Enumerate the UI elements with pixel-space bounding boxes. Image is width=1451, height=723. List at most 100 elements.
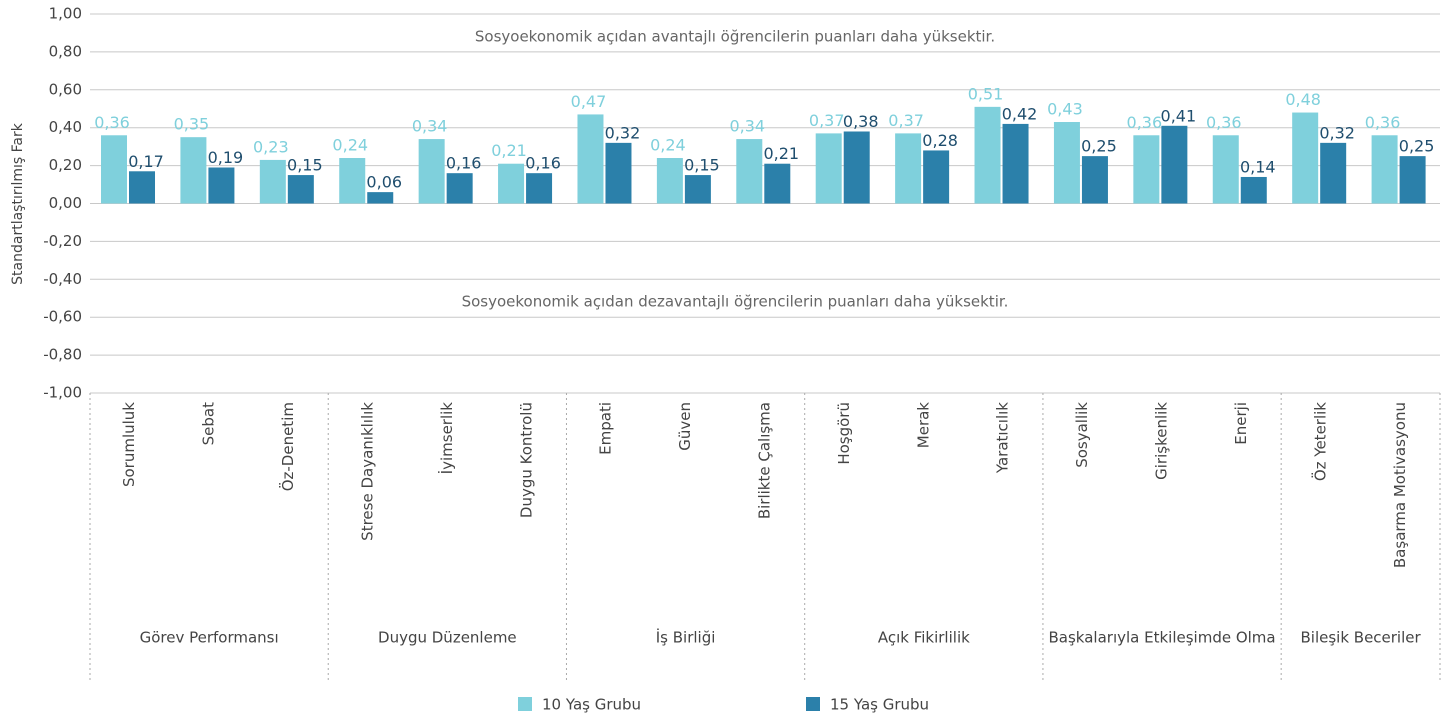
value-label: 0,06: [366, 173, 402, 192]
annotation: Sosyoekonomik açıdan dezavantajlı öğrenc…: [462, 293, 1009, 311]
value-label: 0,21: [491, 141, 527, 160]
bar: [1002, 123, 1029, 204]
bar: [446, 173, 473, 204]
legend-label: 15 Yaş Grubu: [830, 696, 929, 714]
value-label: 0,23: [253, 137, 289, 156]
legend-swatch: [518, 697, 532, 711]
bar: [339, 158, 366, 204]
value-label: 0,36: [1127, 113, 1163, 132]
value-label: 0,25: [1399, 137, 1435, 156]
x-tick-label: Strese Dayanıklılık: [358, 402, 376, 541]
y-tick-label: 1,00: [49, 5, 82, 23]
bar: [1371, 135, 1398, 204]
bar: [180, 137, 207, 204]
bar: [895, 133, 922, 204]
value-label: 0,34: [412, 117, 448, 136]
value-label: 0,15: [684, 156, 720, 175]
value-label: 0,21: [763, 144, 799, 163]
x-tick-label: Başarma Motivasyonu: [1391, 402, 1409, 568]
bar: [1292, 112, 1319, 204]
bar: [526, 173, 553, 204]
x-tick-label: Empati: [597, 402, 615, 455]
value-label: 0,28: [922, 131, 958, 150]
bar: [684, 175, 711, 204]
value-label: 0,48: [1285, 90, 1321, 109]
x-tick-label: Öz Yeterlik: [1310, 402, 1329, 481]
x-tick-label: İyimserlik: [437, 402, 456, 475]
y-tick-label: -0,40: [43, 270, 82, 288]
x-tick-label: Güven: [676, 402, 694, 451]
annotation: Sosyoekonomik açıdan avantajlı öğrencile…: [475, 28, 995, 46]
bar: [974, 106, 1001, 204]
value-label: 0,17: [128, 152, 164, 171]
y-axis-label: Standartlaştırılmış Fark: [10, 122, 26, 285]
y-tick-label: 0,80: [49, 42, 82, 60]
bar: [367, 192, 394, 204]
legend-swatch: [806, 697, 820, 711]
bar: [259, 159, 286, 204]
bar: [1320, 142, 1347, 204]
value-label: 0,35: [174, 115, 210, 134]
bar: [577, 114, 604, 204]
bar: [1053, 122, 1080, 204]
y-tick-label: 0,20: [49, 156, 82, 174]
x-tick-label: Sebat: [200, 402, 218, 445]
value-label: 0,41: [1161, 106, 1197, 125]
x-tick-label: Girişkenlik: [1153, 402, 1171, 480]
group-label: İş Birliği: [656, 628, 716, 647]
bar: [287, 175, 314, 204]
bar: [1133, 135, 1160, 204]
group-label: Başkalarıyla Etkileşimde Olma: [1049, 629, 1276, 647]
x-tick-label: Yaratıcılık: [994, 402, 1012, 474]
value-label: 0,15: [287, 156, 323, 175]
bar: [1161, 125, 1188, 204]
bar: [101, 135, 128, 204]
bar: [764, 163, 791, 204]
value-label: 0,37: [888, 111, 924, 130]
value-label: 0,32: [1319, 123, 1355, 142]
value-label: 0,36: [1206, 113, 1242, 132]
value-label: 0,42: [1002, 104, 1038, 123]
value-label: 0,36: [1365, 113, 1401, 132]
x-tick-label: Sosyallik: [1073, 402, 1091, 468]
y-tick-label: 0,60: [49, 80, 82, 98]
group-label: Bileşik Beceriler: [1300, 629, 1421, 647]
value-label: 0,16: [525, 154, 561, 173]
value-label: 0,19: [208, 148, 244, 167]
group-label: Duygu Düzenleme: [378, 629, 517, 647]
bar: [498, 163, 525, 204]
group-label: Görev Performansı: [140, 629, 279, 647]
value-label: 0,51: [968, 84, 1004, 103]
x-tick-label: Merak: [914, 402, 932, 449]
value-label: 0,24: [650, 136, 686, 155]
bar: [1399, 156, 1426, 204]
value-label: 0,32: [605, 123, 641, 142]
value-label: 0,16: [446, 154, 482, 173]
bar: [1212, 135, 1239, 204]
y-tick-label: -0,60: [43, 308, 82, 326]
value-label: 0,47: [571, 92, 607, 111]
bar: [605, 142, 632, 204]
bar: [736, 139, 763, 204]
bar: [656, 158, 683, 204]
y-tick-label: 0,00: [49, 194, 82, 212]
value-label: 0,38: [843, 112, 879, 131]
legend-label: 10 Yaş Grubu: [542, 696, 641, 714]
bar: [129, 171, 156, 204]
x-tick-label: Öz-Denetim: [278, 402, 297, 491]
value-label: 0,37: [809, 111, 845, 130]
bar: [208, 167, 235, 204]
value-label: 0,34: [729, 117, 765, 136]
x-tick-label: Sorumluluk: [120, 402, 138, 487]
bar: [843, 131, 870, 204]
value-label: 0,24: [332, 136, 368, 155]
value-label: 0,43: [1047, 100, 1083, 119]
value-label: 0,25: [1081, 137, 1117, 156]
y-tick-label: 0,40: [49, 118, 82, 136]
bar: [1081, 156, 1108, 204]
y-tick-label: -1,00: [43, 384, 82, 402]
bar: [418, 139, 445, 204]
x-tick-label: Birlikte Çalışma: [756, 402, 774, 519]
x-tick-label: Hoşgörü: [835, 402, 853, 465]
